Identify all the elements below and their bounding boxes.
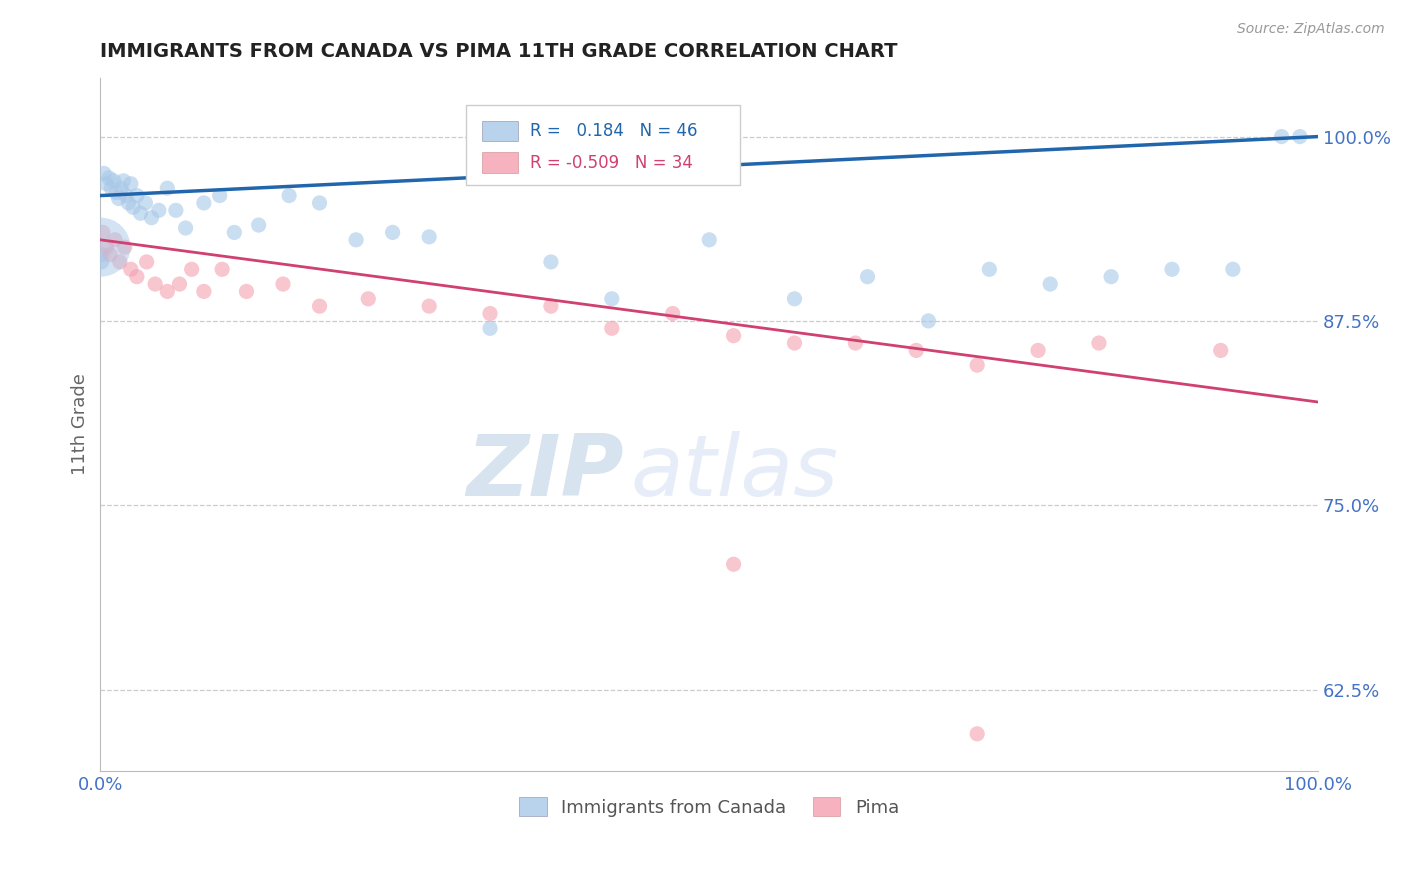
Point [169,277,191,291]
Point [1026,343,1049,358]
Point [235,285,257,299]
Point [844,336,866,351]
Point [193,196,215,211]
Text: ZIP: ZIP [467,431,624,514]
Point [1099,269,1122,284]
Point [105,186,128,200]
Point [1271,129,1294,144]
Text: R =   0.184   N = 46: R = 0.184 N = 46 [530,122,697,140]
Point [211,262,233,277]
Point [1088,336,1111,351]
FancyBboxPatch shape [481,153,517,173]
Point [97,170,120,185]
Point [783,336,806,351]
Point [271,277,294,291]
Point [381,226,404,240]
Point [129,206,152,220]
Point [90,240,112,254]
Point [98,247,121,261]
Point [143,277,166,291]
Point [418,299,440,313]
Point [418,230,440,244]
Point [156,285,179,299]
Point [96,177,118,191]
Point [600,321,623,335]
Point [783,292,806,306]
Point [308,196,330,211]
Text: Source: ZipAtlas.com: Source: ZipAtlas.com [1237,22,1385,37]
Point [91,226,114,240]
Point [966,727,988,741]
Point [108,255,131,269]
Point [107,192,129,206]
Point [122,200,145,214]
Point [917,314,939,328]
Point [723,558,745,572]
Point [600,292,623,306]
Point [103,174,125,188]
Point [208,188,231,202]
Point [135,255,157,269]
Point [96,240,118,254]
Point [156,181,179,195]
Point [112,174,135,188]
Point [193,285,215,299]
Point [90,255,112,269]
Point [479,307,502,321]
Point [141,211,163,225]
Point [134,196,156,211]
FancyBboxPatch shape [465,105,740,185]
Text: R = -0.509   N = 34: R = -0.509 N = 34 [530,153,693,172]
Point [247,218,270,232]
Point [1161,262,1184,277]
Legend: Immigrants from Canada, Pima: Immigrants from Canada, Pima [512,790,907,824]
Point [90,247,112,261]
Point [905,343,928,358]
Point [1222,262,1244,277]
Point [174,221,197,235]
Y-axis label: 11th Grade: 11th Grade [72,373,89,475]
Point [120,177,142,191]
Point [856,269,879,284]
Point [966,358,988,372]
Point [1209,343,1232,358]
Point [1289,129,1312,144]
Point [114,240,136,254]
Point [357,292,380,306]
Point [100,181,122,195]
Point [308,299,330,313]
Point [117,196,139,211]
Point [661,307,683,321]
Text: atlas: atlas [630,431,838,514]
Point [180,262,202,277]
Point [479,321,502,335]
Point [344,233,367,247]
Point [165,203,187,218]
Point [93,166,115,180]
Point [979,262,1001,277]
Point [115,188,138,202]
Point [278,188,301,202]
Text: IMMIGRANTS FROM CANADA VS PIMA 11TH GRADE CORRELATION CHART: IMMIGRANTS FROM CANADA VS PIMA 11TH GRAD… [100,42,898,61]
Point [697,233,720,247]
Point [540,299,562,313]
Point [723,328,745,343]
Point [148,203,170,218]
FancyBboxPatch shape [481,120,517,141]
Point [120,262,142,277]
Point [104,233,127,247]
Point [224,226,246,240]
Point [1039,277,1062,291]
Point [125,269,148,284]
Point [540,255,562,269]
Point [110,181,132,195]
Point [125,188,148,202]
